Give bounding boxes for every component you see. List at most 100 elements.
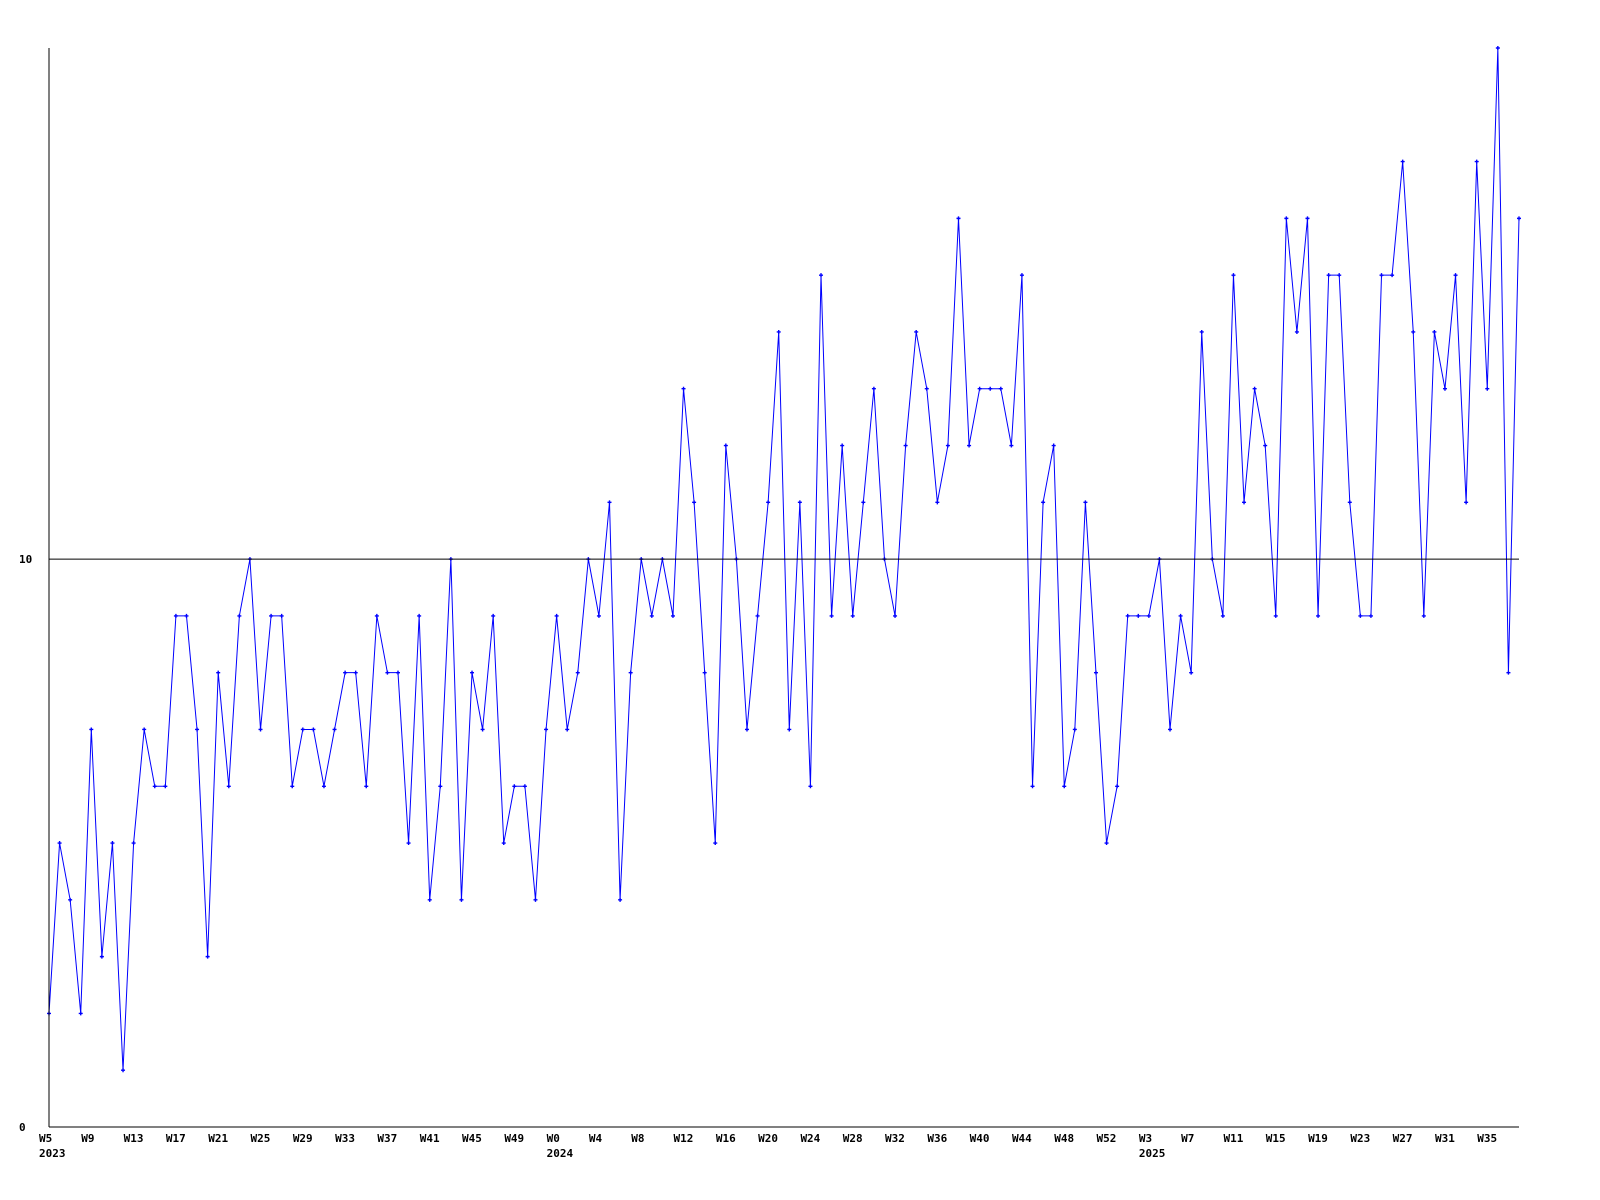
data-point — [808, 784, 813, 789]
x-tick-label: W32 — [885, 1132, 905, 1145]
x-tick-label: W49 — [504, 1132, 524, 1145]
data-point — [1506, 670, 1511, 675]
data-point — [290, 784, 295, 789]
data-point — [142, 727, 147, 732]
data-point — [670, 613, 675, 618]
x-tick-label: W11 — [1223, 1132, 1243, 1145]
data-point — [57, 841, 62, 846]
data-point — [1453, 273, 1458, 278]
data-point — [522, 784, 527, 789]
data-point — [565, 727, 570, 732]
x-tick-label: W37 — [377, 1132, 397, 1145]
x-tick-label: W28 — [843, 1132, 863, 1145]
x-tick-year-label: 2025 — [1139, 1147, 1166, 1160]
data-point — [618, 897, 623, 902]
data-point — [1252, 386, 1257, 391]
data-point — [1273, 613, 1278, 618]
data-point — [1432, 329, 1437, 334]
data-point — [1062, 784, 1067, 789]
data-point — [110, 841, 115, 846]
data-point — [99, 954, 104, 959]
data-point — [311, 727, 316, 732]
data-point — [1474, 159, 1479, 164]
x-tick-label: W52 — [1097, 1132, 1117, 1145]
data-point — [1326, 273, 1331, 278]
data-point — [406, 841, 411, 846]
data-point — [1019, 273, 1024, 278]
data-point — [1051, 443, 1056, 448]
data-point — [438, 784, 443, 789]
data-point — [924, 386, 929, 391]
data-point — [1485, 386, 1490, 391]
data-point — [1294, 329, 1299, 334]
data-point — [935, 500, 940, 505]
data-point — [1442, 386, 1447, 391]
data-point — [491, 613, 496, 618]
x-tick-label: W41 — [420, 1132, 440, 1145]
data-point — [1263, 443, 1268, 448]
data-point — [1390, 273, 1395, 278]
data-point — [1517, 216, 1521, 221]
data-point — [1231, 273, 1236, 278]
data-point — [226, 784, 231, 789]
x-tick-label: W21 — [208, 1132, 228, 1145]
x-tick-label: W4 — [589, 1132, 603, 1145]
data-point — [787, 727, 792, 732]
x-tick-label: W23 — [1350, 1132, 1370, 1145]
data-point — [1358, 613, 1363, 618]
data-point — [470, 670, 475, 675]
x-tick-label: W15 — [1266, 1132, 1286, 1145]
data-point — [205, 954, 210, 959]
data-point — [840, 443, 845, 448]
x-tick-label: W31 — [1435, 1132, 1455, 1145]
data-point — [480, 727, 485, 732]
x-tick-label: W44 — [1012, 1132, 1032, 1145]
data-point — [797, 500, 802, 505]
data-point — [501, 841, 506, 846]
data-point — [512, 784, 517, 789]
x-tick-label: W40 — [970, 1132, 990, 1145]
data-point — [1168, 727, 1173, 732]
data-point — [956, 216, 961, 221]
data-point — [417, 613, 422, 618]
x-tick-label: W12 — [674, 1132, 694, 1145]
x-tick-year-label: 2023 — [39, 1147, 66, 1160]
data-point — [1495, 46, 1500, 50]
x-tick-label: W25 — [251, 1132, 271, 1145]
data-point — [1411, 329, 1416, 334]
y-tick-label: 0 — [19, 1121, 26, 1134]
x-tick-label: W3 — [1139, 1132, 1152, 1145]
data-point — [131, 841, 136, 846]
data-point — [723, 443, 728, 448]
data-point — [871, 386, 876, 391]
data-point — [850, 613, 855, 618]
data-point — [945, 443, 950, 448]
x-tick-label: W17 — [166, 1132, 186, 1145]
x-tick-year-label: 2024 — [547, 1147, 574, 1160]
data-point — [343, 670, 348, 675]
x-tick-label: W5 — [39, 1132, 52, 1145]
data-point — [967, 443, 972, 448]
data-point — [427, 897, 432, 902]
data-point — [1136, 613, 1141, 618]
x-tick-label: W48 — [1054, 1132, 1074, 1145]
data-point — [861, 500, 866, 505]
data-point — [1400, 159, 1405, 164]
data-point — [459, 897, 464, 902]
x-tick-label: W24 — [800, 1132, 820, 1145]
data-point — [1305, 216, 1310, 221]
data-point — [977, 386, 982, 391]
data-point — [1379, 273, 1384, 278]
data-point — [300, 727, 305, 732]
data-point — [819, 273, 824, 278]
x-tick-label: W0 — [547, 1132, 560, 1145]
data-point — [829, 613, 834, 618]
data-point — [1093, 670, 1098, 675]
data-point — [1115, 784, 1120, 789]
data-point — [744, 727, 749, 732]
x-tick-label: W36 — [927, 1132, 947, 1145]
data-point — [353, 670, 358, 675]
data-point — [713, 841, 718, 846]
data-point — [628, 670, 633, 675]
x-tick-label: W8 — [631, 1132, 644, 1145]
